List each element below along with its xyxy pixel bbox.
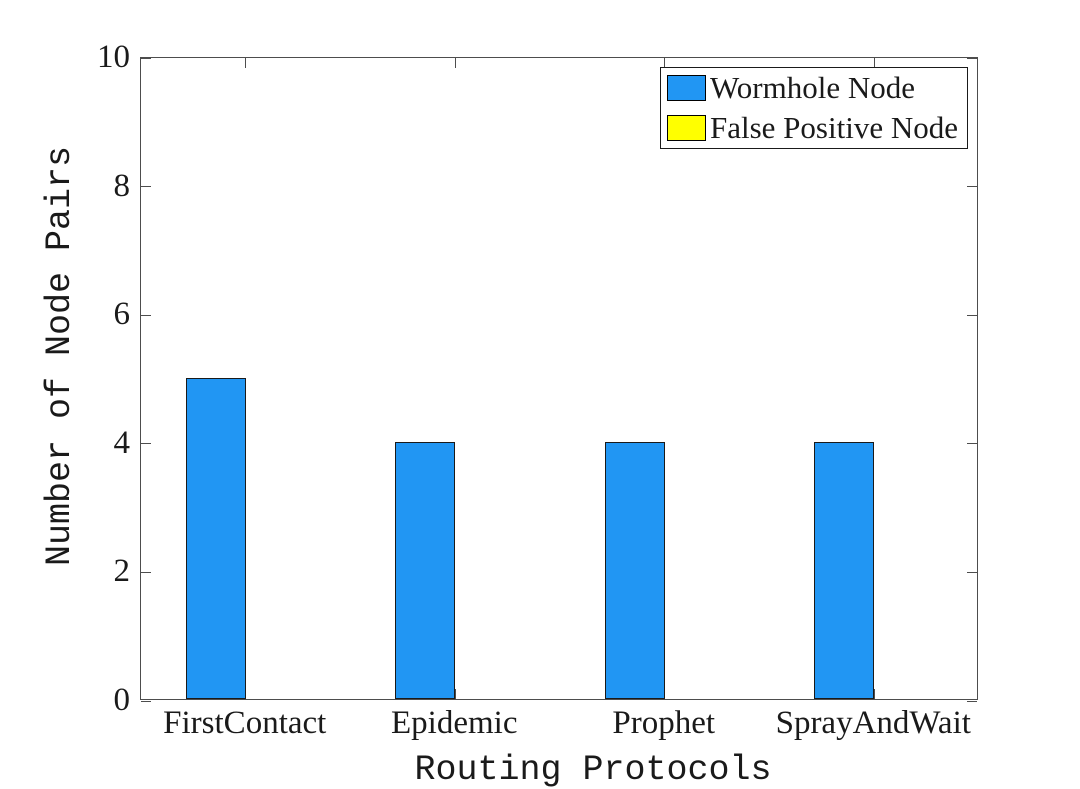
y-tick-right-2 [967,571,977,573]
y-tick-left-6 [141,314,151,316]
x-tick-label-1: Epidemic [391,705,518,741]
x-tick-label-2: Prophet [612,705,716,741]
x-tick-bottom-1 [454,689,456,699]
bar-sprayandwait-wormhole-node [814,441,875,699]
x-axis-title: Routing Protocols [414,750,772,789]
y-tick-label-8: 8 [113,167,131,204]
y-tick-left-4 [141,443,151,445]
legend: Wormhole Node False Positive Node [660,67,968,149]
y-tick-right-8 [967,186,977,188]
legend-label-wormhole-node: Wormhole Node [710,70,915,106]
x-tick-top-2 [664,58,666,68]
legend-item-false-positive-node: False Positive Node [661,109,967,147]
x-tick-top-3 [873,58,875,68]
x-tick-label-0: FirstContact [163,705,327,741]
bar-epidemic-wormhole-node [395,441,456,699]
y-tick-right-4 [967,443,977,445]
y-tick-left-8 [141,186,151,188]
y-tick-left-0 [141,700,151,702]
x-tick-bottom-0 [245,689,247,699]
y-tick-right-10 [967,57,977,59]
y-tick-label-6: 6 [113,296,131,333]
y-tick-left-10 [141,57,151,59]
y-tick-left-2 [141,571,151,573]
x-tick-bottom-2 [664,689,666,699]
x-tick-top-1 [454,58,456,68]
y-axis-title: Number of Node Pairs [40,145,80,567]
bar-firstcontact-wormhole-node [185,377,246,699]
y-tick-label-4: 4 [113,424,131,461]
plot-area [140,57,978,702]
x-tick-label-3: SprayAndWait [775,705,971,741]
y-tick-right-0 [967,700,977,702]
y-tick-label-0: 0 [113,682,131,718]
x-tick-top-0 [245,58,247,68]
legend-item-wormhole-node: Wormhole Node [661,69,967,107]
y-tick-right-6 [967,314,977,316]
legend-swatch-wormhole-node-icon [667,75,706,102]
legend-label-false-positive-node: False Positive Node [710,109,958,145]
y-tick-label-2: 2 [113,553,131,590]
x-tick-bottom-3 [873,689,875,699]
legend-swatch-false-positive-node-icon [667,114,706,141]
bar-prophet-wormhole-node [604,441,665,699]
y-tick-label-10: 10 [97,39,130,75]
